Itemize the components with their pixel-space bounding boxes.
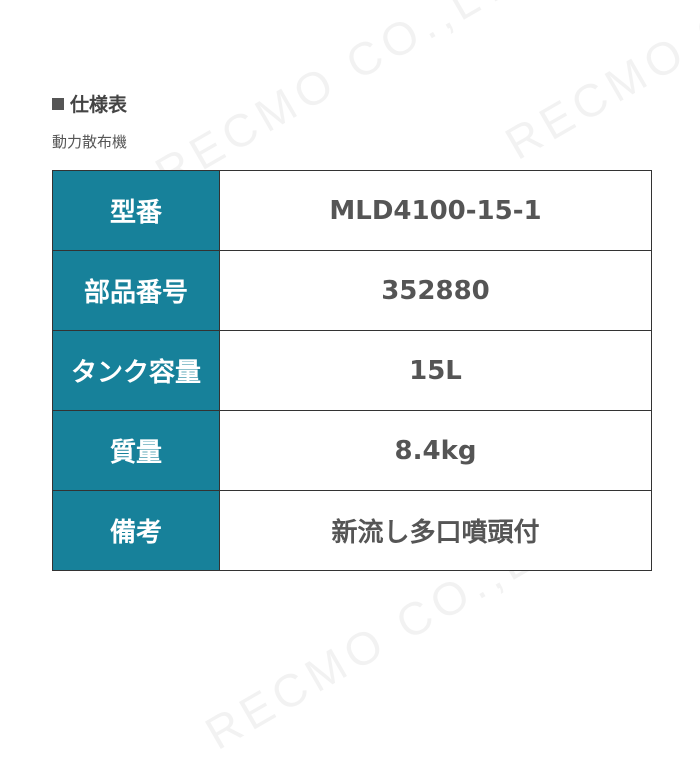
spec-value: 15L <box>219 330 652 411</box>
spec-value: 新流し多口噴頭付 <box>219 490 652 571</box>
table-row: 型番 MLD4100-15-1 <box>52 170 652 251</box>
table-row: 部品番号 352880 <box>52 250 652 331</box>
spec-label: タンク容量 <box>52 330 220 411</box>
spec-value: 352880 <box>219 250 652 331</box>
spec-value: MLD4100-15-1 <box>219 170 652 251</box>
table-row: 備考 新流し多口噴頭付 <box>52 490 652 571</box>
table-row: タンク容量 15L <box>52 330 652 411</box>
watermark: RECMO CO.,LTD <box>496 0 700 170</box>
spec-table: 型番 MLD4100-15-1 部品番号 352880 タンク容量 15L 質量 8.4… <box>52 170 652 571</box>
square-bullet-icon <box>52 98 64 110</box>
page-title: 仕様表 <box>52 90 127 117</box>
spec-label: 備考 <box>52 490 220 571</box>
spec-label: 質量 <box>52 410 220 491</box>
spec-value: 8.4kg <box>219 410 652 491</box>
product-subtitle: 動力散布機 <box>52 133 128 151</box>
spec-label: 型番 <box>52 170 220 251</box>
spec-label: 部品番号 <box>52 250 220 331</box>
title-text: 仕様表 <box>70 94 128 116</box>
table-row: 質量 8.4kg <box>52 410 652 491</box>
